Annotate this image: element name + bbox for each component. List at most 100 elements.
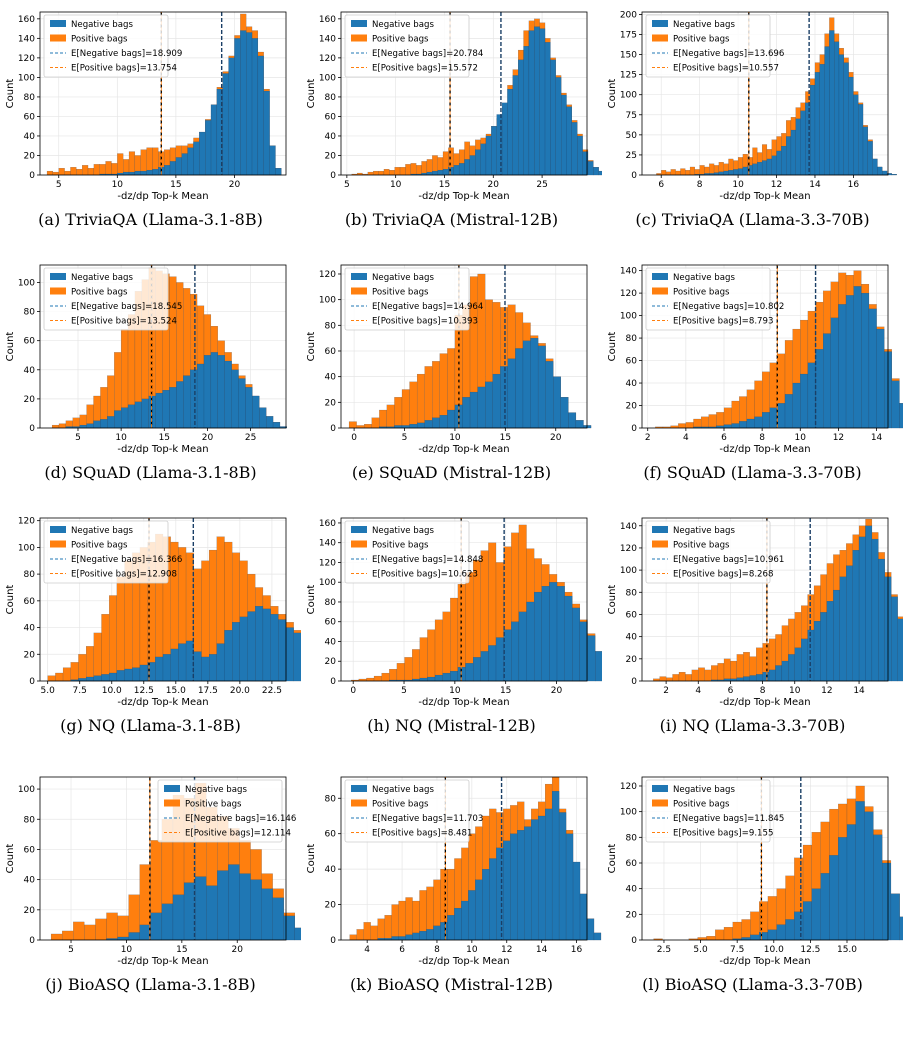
x-tick-label: 2 <box>645 433 651 443</box>
positive-bar <box>450 597 459 682</box>
chart-svg-l: 2.5 5.0 7.5 10.0 12.5 15.0 0 20 40 60 80 100 120 -dz/… <box>607 776 903 967</box>
negative-bar <box>819 64 825 176</box>
positive-bar <box>711 665 718 682</box>
positive-bar <box>373 675 382 682</box>
x-tick-label: 15.0 <box>166 686 186 696</box>
negative-bar <box>228 864 240 941</box>
y-tick-label: 60 <box>24 845 36 855</box>
negative-bar <box>801 638 808 682</box>
negative-bar <box>239 873 251 941</box>
legend-swatch-positive <box>652 34 668 42</box>
negative-bar <box>124 668 133 682</box>
negative-bar <box>437 169 444 176</box>
bars <box>50 782 301 941</box>
negative-bar <box>785 919 795 941</box>
negative-bar <box>426 929 434 941</box>
negative-bar <box>784 394 793 429</box>
negative-bar <box>477 386 486 429</box>
legend-label: Negative bags <box>372 785 434 795</box>
legend-label: E[Positive bags]=13.754 <box>71 64 177 74</box>
negative-bar <box>768 669 776 682</box>
x-tick-label: 10 <box>732 180 744 190</box>
negative-bar <box>501 102 508 176</box>
negative-bar <box>193 141 200 176</box>
y-tick-label: 80 <box>325 598 337 608</box>
legend-swatch-negative <box>351 273 367 280</box>
negative-bar <box>398 936 406 941</box>
legend-label: Positive bags <box>673 800 730 810</box>
plot-frame <box>39 264 287 429</box>
negative-bar <box>815 349 824 429</box>
positive-bar <box>99 164 106 176</box>
negative-bar <box>872 158 878 176</box>
legend-label: Negative bags <box>372 273 434 283</box>
legend-label: Positive bags <box>372 288 429 298</box>
negative-bar <box>723 424 732 429</box>
legend-swatch-negative <box>652 526 668 533</box>
negative-bar <box>718 171 724 176</box>
negative-bar <box>777 403 786 429</box>
y-tick-label: 80 <box>325 93 337 103</box>
y-tick-label: 20 <box>325 398 337 408</box>
y-tick-label: 80 <box>24 815 36 825</box>
negative-bar <box>762 672 770 682</box>
legend-label: Positive bags <box>673 35 730 45</box>
negative-bar <box>141 398 149 429</box>
negative-bar <box>140 170 147 176</box>
negative-bar <box>853 94 859 176</box>
y-axis-label: Count <box>607 332 618 362</box>
negative-bar <box>830 317 839 429</box>
y-tick-label: 20 <box>325 901 337 911</box>
y-tick-label: 100 <box>319 578 336 588</box>
y-axis-label: Count <box>306 332 317 362</box>
legend-swatch-positive <box>652 287 668 295</box>
x-tick-label: 14 <box>871 433 883 443</box>
negative-bar <box>728 170 734 176</box>
negative-bar <box>555 77 562 176</box>
y-tick-label: 120 <box>620 782 637 792</box>
negative-bar <box>899 403 903 429</box>
negative-bar <box>480 143 487 176</box>
negative-bar <box>737 168 744 176</box>
positive-bar <box>87 168 95 176</box>
negative-bar <box>549 582 558 682</box>
negative-bar <box>424 420 433 429</box>
negative-bar <box>867 141 873 176</box>
legend-box <box>645 520 771 584</box>
positive-bar <box>442 611 451 682</box>
negative-bar <box>794 911 804 941</box>
legend-label: Negative bags <box>673 273 735 283</box>
positive-bar <box>670 169 676 176</box>
x-tick-label: 12 <box>771 180 782 190</box>
negative-bar <box>458 163 465 176</box>
negative-bar <box>829 30 835 176</box>
negative-bar <box>473 657 481 682</box>
negative-bar <box>238 378 246 429</box>
negative-bar <box>199 131 206 176</box>
positive-bar <box>659 676 667 682</box>
y-tick-label: 20 <box>24 151 36 161</box>
y-tick-label: 100 <box>18 278 35 288</box>
negative-bar <box>294 927 301 941</box>
x-tick-label: 22.5 <box>262 686 282 696</box>
negative-bar <box>495 637 504 682</box>
positive-bar <box>117 153 124 176</box>
negative-bar <box>876 328 885 429</box>
x-tick-label: 10 <box>121 945 133 955</box>
negative-bar <box>579 893 588 941</box>
legend-label: Negative bags <box>71 20 133 30</box>
positive-bar <box>405 164 411 176</box>
legend-swatch-negative <box>652 20 668 27</box>
negative-bar <box>858 104 864 176</box>
negative-bar <box>795 118 801 176</box>
legend-swatch-positive <box>50 540 66 548</box>
y-axis-label: Count <box>5 844 16 874</box>
negative-bar <box>206 885 218 941</box>
legend-swatch-negative <box>351 526 367 533</box>
negative-bar <box>771 155 777 176</box>
negative-bar <box>162 390 170 429</box>
x-tick-label: 10.0 <box>102 686 122 696</box>
negative-bar <box>571 122 578 176</box>
positive-bar <box>398 900 406 941</box>
negative-bar <box>572 861 581 941</box>
